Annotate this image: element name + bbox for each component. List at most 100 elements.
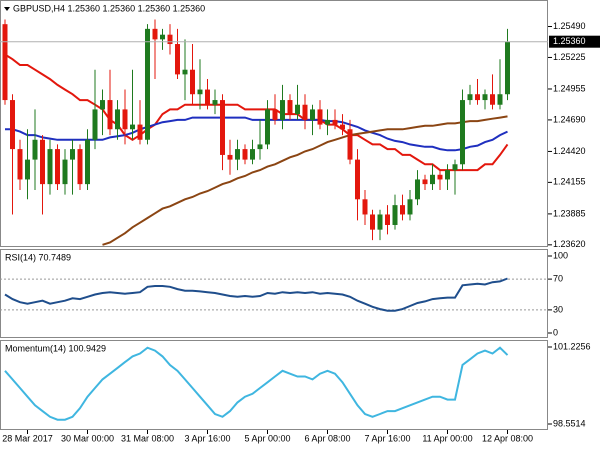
candle-body [137,124,143,140]
candle-body [100,100,105,110]
candle-body [197,89,203,95]
y-tick-label: 100 [553,250,568,260]
candle-body [145,28,150,140]
candle-body [265,109,270,145]
candle-body [452,164,458,171]
y-tick-label: 70 [553,273,563,283]
candle-body [407,199,413,215]
candle-body [32,139,38,160]
y-tick-label: 1.24420 [553,146,586,156]
candle-body [377,214,383,230]
candle-body [362,199,368,215]
candle-body [122,109,128,130]
candle-body [160,34,165,40]
candle-body [430,174,435,185]
candle-body [272,109,278,120]
candle-body [55,149,60,185]
candle-body [460,100,465,165]
rsi-title: RSI(14) 70.7489 [5,252,71,262]
y-tick-label: 1.24690 [553,114,586,124]
y-tick-label: 1.24155 [553,177,586,187]
candle-body [70,149,75,160]
current-price-box [549,35,600,48]
x-tick-label: 11 Apr 00:00 [422,433,472,443]
x-tick-label: 7 Apr 16:00 [364,433,410,443]
momentum-title: Momentum(14) 100.9429 [5,343,106,353]
candle-body [2,24,8,101]
candle-body [77,149,83,185]
candle-body [257,144,263,150]
price-panel-frame [0,0,548,247]
candle-body [497,94,503,105]
candle-body [422,179,428,185]
x-tick-label: 30 Mar 00:00 [61,433,114,443]
candle-body [280,100,285,120]
candle-body [400,205,405,215]
candle-body [10,100,15,150]
candle-body [347,129,353,160]
x-tick-label: 6 Apr 08:00 [304,433,350,443]
moving-average [4,53,509,172]
indicator-line [4,346,509,421]
candle-body [220,100,225,155]
candle-body [40,139,45,185]
candle-body [205,89,210,105]
candle-body [310,109,315,120]
menu-triangle [4,7,10,11]
candle-body [17,149,23,180]
rsi-panel-frame [0,249,548,338]
x-tick-label: 28 Mar 2017 [2,433,53,443]
candle-body [370,214,375,230]
candle-body [25,159,30,180]
candle-body [467,94,473,101]
y-tick-label: 1.24955 [553,83,586,93]
x-tick-label: 31 Mar 08:00 [121,433,174,443]
indicator-line [4,277,508,312]
candle-body [295,104,300,115]
candle-body [287,100,293,115]
candle-body [85,139,90,185]
y-tick-label: 0 [553,327,558,337]
candle-body [482,94,488,101]
x-tick-label: 12 Apr 08:00 [482,433,533,443]
candle-body [115,109,120,130]
moving-average [102,115,508,246]
candle-body [47,149,53,185]
candle-body [355,159,360,200]
y-tick-label: 101.2256 [553,341,591,351]
y-tick-label: 1.23885 [553,208,586,218]
candle-body [107,100,113,130]
candle-body [445,170,450,180]
candle-body [302,104,308,120]
momentum-panel-frame [0,340,548,430]
y-tick-label: 98.5514 [553,418,586,428]
candle-body [212,100,218,105]
candle-body [175,44,180,75]
price-title: GBPUSD,H4 1.25360 1.25360 1.25360 1.2536… [13,3,205,13]
y-tick-label: 30 [553,304,563,314]
current-price-label: 1.25360 [553,36,586,46]
candle-body [242,149,248,160]
candle-body [332,119,338,125]
candle-body [250,149,255,160]
candle-body [235,149,240,160]
candle-body [505,41,510,95]
candle-body [152,28,158,40]
x-tick-label: 5 Apr 00:00 [244,433,290,443]
x-tick-label: 3 Apr 16:00 [184,433,230,443]
candle-body [190,69,195,95]
candle-body [340,124,345,130]
candle-body [62,159,68,185]
candle-body [167,34,173,45]
candle-body [325,119,330,125]
y-tick-label: 1.23620 [553,239,586,249]
candle-body [415,179,420,200]
candle-body [490,94,495,105]
candle-body [317,109,323,125]
candle-body [130,124,135,130]
y-tick-label: 1.25225 [553,52,586,62]
candle-body [92,109,98,140]
candle-body [182,69,188,75]
